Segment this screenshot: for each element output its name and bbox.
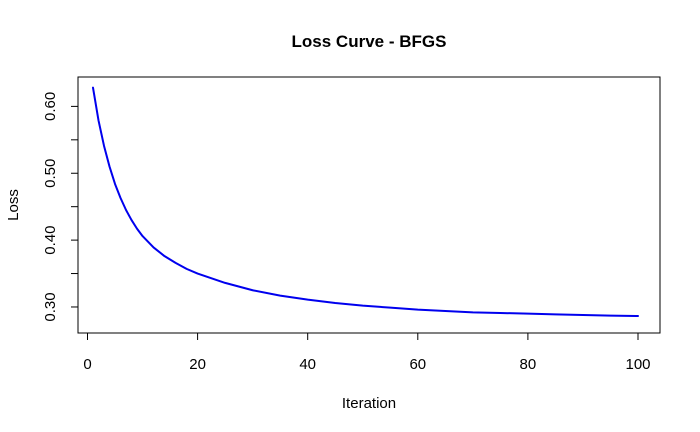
- x-tick-label: 100: [625, 356, 650, 373]
- x-tick-label: 80: [520, 356, 537, 373]
- x-tick-label: 20: [189, 356, 206, 373]
- y-tick-label: 0.40: [42, 226, 59, 255]
- x-axis-label: Iteration: [342, 395, 396, 412]
- x-tick-label: 40: [299, 356, 316, 373]
- plot-frame: [77, 76, 661, 334]
- series-layer: [92, 86, 639, 317]
- y-tick-label: 0.50: [42, 159, 59, 188]
- x-axis: 0 20 40 60 80 100: [83, 332, 651, 373]
- chart-title: Loss Curve - BFGS: [292, 32, 447, 51]
- loss-series-line: [92, 86, 639, 317]
- y-axis: 0.30 0.40 0.50 0.60: [42, 92, 79, 322]
- x-tick-label: 0: [83, 356, 91, 373]
- y-axis-label: Loss: [5, 189, 22, 221]
- x-tick-label: 60: [409, 356, 426, 373]
- y-tick-label: 0.30: [42, 292, 59, 321]
- y-tick-label: 0.60: [42, 92, 59, 121]
